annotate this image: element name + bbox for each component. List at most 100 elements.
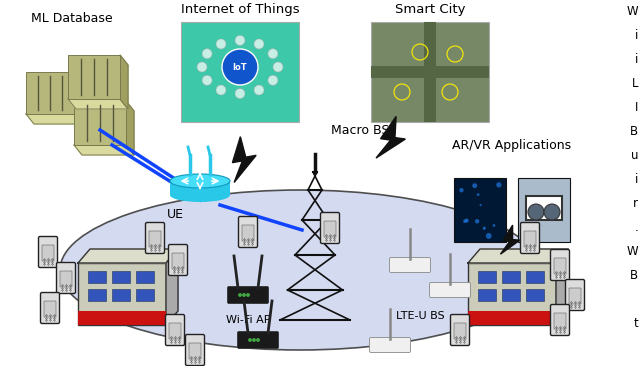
Bar bbox=[524, 231, 536, 247]
Polygon shape bbox=[126, 101, 134, 155]
FancyBboxPatch shape bbox=[168, 244, 188, 276]
FancyBboxPatch shape bbox=[451, 314, 470, 346]
Text: r: r bbox=[633, 197, 638, 210]
Polygon shape bbox=[26, 114, 82, 124]
FancyBboxPatch shape bbox=[56, 262, 76, 294]
Bar bbox=[112, 272, 130, 283]
Bar bbox=[468, 263, 556, 325]
FancyBboxPatch shape bbox=[239, 217, 257, 247]
Bar bbox=[88, 272, 106, 283]
Bar bbox=[170, 181, 230, 195]
Bar bbox=[454, 323, 466, 339]
Circle shape bbox=[483, 227, 486, 230]
Circle shape bbox=[483, 227, 486, 229]
Polygon shape bbox=[166, 249, 178, 325]
Bar bbox=[169, 323, 181, 339]
Circle shape bbox=[254, 39, 264, 49]
Text: Internet of Things: Internet of Things bbox=[180, 4, 300, 16]
Circle shape bbox=[528, 204, 544, 220]
Circle shape bbox=[496, 182, 502, 187]
Polygon shape bbox=[556, 249, 568, 325]
Polygon shape bbox=[500, 225, 520, 254]
Bar bbox=[136, 272, 154, 283]
Text: L: L bbox=[632, 77, 638, 90]
Circle shape bbox=[268, 49, 278, 59]
Bar bbox=[74, 101, 126, 145]
Text: W: W bbox=[627, 5, 638, 18]
Bar bbox=[172, 253, 184, 269]
Ellipse shape bbox=[170, 174, 230, 188]
Polygon shape bbox=[68, 99, 128, 109]
Circle shape bbox=[544, 204, 560, 220]
Circle shape bbox=[235, 36, 245, 45]
Text: i: i bbox=[635, 53, 638, 66]
Bar bbox=[526, 290, 544, 302]
Text: Macro BS: Macro BS bbox=[331, 123, 389, 137]
Bar bbox=[42, 245, 54, 261]
FancyBboxPatch shape bbox=[520, 223, 540, 254]
Ellipse shape bbox=[60, 190, 540, 350]
Circle shape bbox=[253, 339, 255, 341]
Circle shape bbox=[257, 339, 259, 341]
Bar bbox=[554, 258, 566, 274]
Bar bbox=[60, 271, 72, 287]
Circle shape bbox=[463, 220, 467, 223]
Bar bbox=[468, 311, 556, 325]
Circle shape bbox=[465, 219, 468, 223]
FancyBboxPatch shape bbox=[237, 332, 278, 348]
Circle shape bbox=[247, 294, 249, 296]
Circle shape bbox=[239, 294, 241, 296]
Text: i: i bbox=[635, 29, 638, 42]
Bar bbox=[88, 290, 106, 302]
Circle shape bbox=[222, 49, 258, 85]
FancyBboxPatch shape bbox=[566, 280, 584, 310]
Circle shape bbox=[216, 85, 226, 95]
Circle shape bbox=[477, 193, 479, 196]
Polygon shape bbox=[74, 72, 82, 124]
Text: u: u bbox=[630, 149, 638, 162]
Circle shape bbox=[254, 85, 264, 95]
Text: ML Database: ML Database bbox=[31, 11, 113, 25]
Bar bbox=[136, 290, 154, 302]
Polygon shape bbox=[376, 116, 405, 158]
Bar bbox=[371, 66, 489, 78]
Bar bbox=[26, 72, 74, 114]
Circle shape bbox=[202, 49, 212, 59]
Ellipse shape bbox=[170, 188, 230, 202]
FancyBboxPatch shape bbox=[550, 250, 570, 280]
Bar bbox=[478, 290, 496, 302]
Polygon shape bbox=[232, 137, 256, 182]
FancyBboxPatch shape bbox=[321, 213, 339, 243]
Text: LTE-U BS: LTE-U BS bbox=[396, 311, 444, 321]
Text: B: B bbox=[630, 125, 638, 138]
Bar bbox=[189, 343, 201, 359]
Circle shape bbox=[472, 183, 477, 188]
FancyBboxPatch shape bbox=[550, 305, 570, 336]
Text: t: t bbox=[633, 317, 638, 330]
Text: AR/VR Applications: AR/VR Applications bbox=[452, 138, 572, 152]
Circle shape bbox=[235, 89, 245, 98]
Bar bbox=[112, 290, 130, 302]
Text: Smart City: Smart City bbox=[395, 4, 465, 16]
Circle shape bbox=[486, 233, 492, 239]
Bar bbox=[242, 225, 254, 241]
Text: .: . bbox=[634, 221, 638, 234]
Bar bbox=[78, 263, 166, 325]
Bar bbox=[78, 311, 166, 325]
Text: Wi-Fi AP: Wi-Fi AP bbox=[226, 315, 270, 325]
Circle shape bbox=[273, 62, 283, 72]
Circle shape bbox=[243, 294, 245, 296]
FancyBboxPatch shape bbox=[145, 223, 164, 254]
Circle shape bbox=[475, 219, 479, 224]
Text: IoT: IoT bbox=[233, 63, 247, 71]
Circle shape bbox=[493, 224, 495, 227]
Circle shape bbox=[249, 339, 251, 341]
FancyBboxPatch shape bbox=[186, 335, 205, 366]
Bar bbox=[454, 178, 506, 242]
Bar bbox=[518, 178, 570, 242]
Bar bbox=[554, 313, 566, 329]
Bar bbox=[371, 22, 489, 122]
Text: B: B bbox=[630, 269, 638, 282]
Bar bbox=[502, 290, 520, 302]
Bar bbox=[44, 301, 56, 317]
